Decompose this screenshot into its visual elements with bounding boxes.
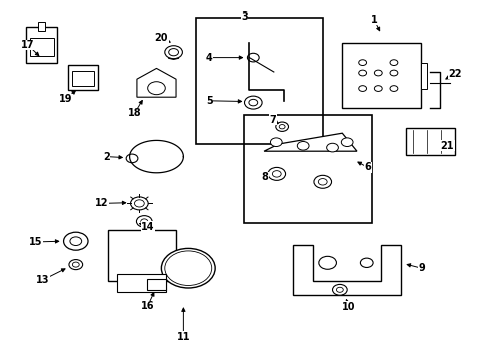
Text: 14: 14	[141, 222, 155, 232]
Circle shape	[63, 232, 88, 250]
Circle shape	[275, 122, 288, 131]
Polygon shape	[137, 68, 176, 97]
Text: 22: 22	[447, 69, 461, 79]
Text: 5: 5	[205, 96, 212, 106]
Text: 12: 12	[95, 198, 108, 208]
Circle shape	[161, 248, 215, 288]
Circle shape	[318, 256, 336, 269]
Circle shape	[270, 138, 282, 147]
Circle shape	[168, 49, 178, 56]
Circle shape	[70, 237, 81, 246]
Circle shape	[358, 60, 366, 66]
Text: 21: 21	[440, 141, 453, 151]
Bar	[117, 274, 166, 292]
Text: 3: 3	[241, 12, 247, 22]
Circle shape	[341, 138, 352, 147]
Circle shape	[247, 53, 259, 62]
Text: 16: 16	[141, 301, 154, 311]
Circle shape	[326, 143, 338, 152]
Circle shape	[164, 251, 211, 285]
Circle shape	[374, 86, 382, 91]
Text: 4: 4	[205, 53, 212, 63]
Bar	[107, 230, 176, 281]
Circle shape	[358, 70, 366, 76]
Circle shape	[360, 258, 372, 267]
Circle shape	[374, 70, 382, 76]
Bar	[420, 63, 426, 89]
Circle shape	[358, 86, 366, 91]
Circle shape	[389, 86, 397, 91]
Text: 13: 13	[36, 275, 49, 285]
Circle shape	[267, 167, 285, 180]
Circle shape	[69, 260, 82, 270]
Circle shape	[164, 46, 182, 59]
Circle shape	[248, 99, 257, 106]
Circle shape	[244, 96, 262, 109]
Circle shape	[279, 125, 285, 129]
Text: 18: 18	[127, 108, 141, 118]
Bar	[146, 279, 166, 290]
Text: 19: 19	[59, 94, 73, 104]
Circle shape	[72, 262, 79, 267]
Circle shape	[272, 171, 281, 177]
Text: 7: 7	[269, 114, 276, 125]
Circle shape	[336, 287, 343, 292]
Circle shape	[126, 154, 138, 163]
Text: 11: 11	[176, 332, 190, 342]
Circle shape	[389, 70, 397, 76]
Bar	[72, 71, 94, 86]
Bar	[405, 128, 454, 155]
Polygon shape	[293, 245, 400, 295]
Text: 15: 15	[29, 237, 42, 247]
Bar	[30, 38, 54, 56]
Circle shape	[313, 175, 331, 188]
Circle shape	[389, 60, 397, 66]
Circle shape	[318, 179, 326, 185]
Polygon shape	[264, 133, 356, 151]
Text: 6: 6	[364, 162, 370, 172]
Circle shape	[147, 82, 165, 95]
Circle shape	[134, 200, 144, 207]
Circle shape	[141, 219, 147, 224]
Text: 9: 9	[417, 263, 424, 273]
Circle shape	[332, 284, 346, 295]
Bar	[68, 65, 98, 90]
Bar	[342, 43, 420, 108]
Bar	[26, 27, 58, 63]
Circle shape	[130, 197, 148, 210]
Text: 8: 8	[261, 172, 268, 182]
Text: 3: 3	[241, 11, 247, 21]
Text: 2: 2	[103, 152, 110, 162]
Text: 1: 1	[370, 15, 377, 25]
Bar	[244, 115, 371, 223]
Bar	[195, 18, 322, 144]
Text: 10: 10	[341, 302, 355, 312]
Bar	[38, 22, 45, 31]
Circle shape	[136, 216, 152, 227]
Circle shape	[297, 141, 308, 150]
Text: 17: 17	[21, 40, 35, 50]
Text: 20: 20	[154, 33, 168, 43]
